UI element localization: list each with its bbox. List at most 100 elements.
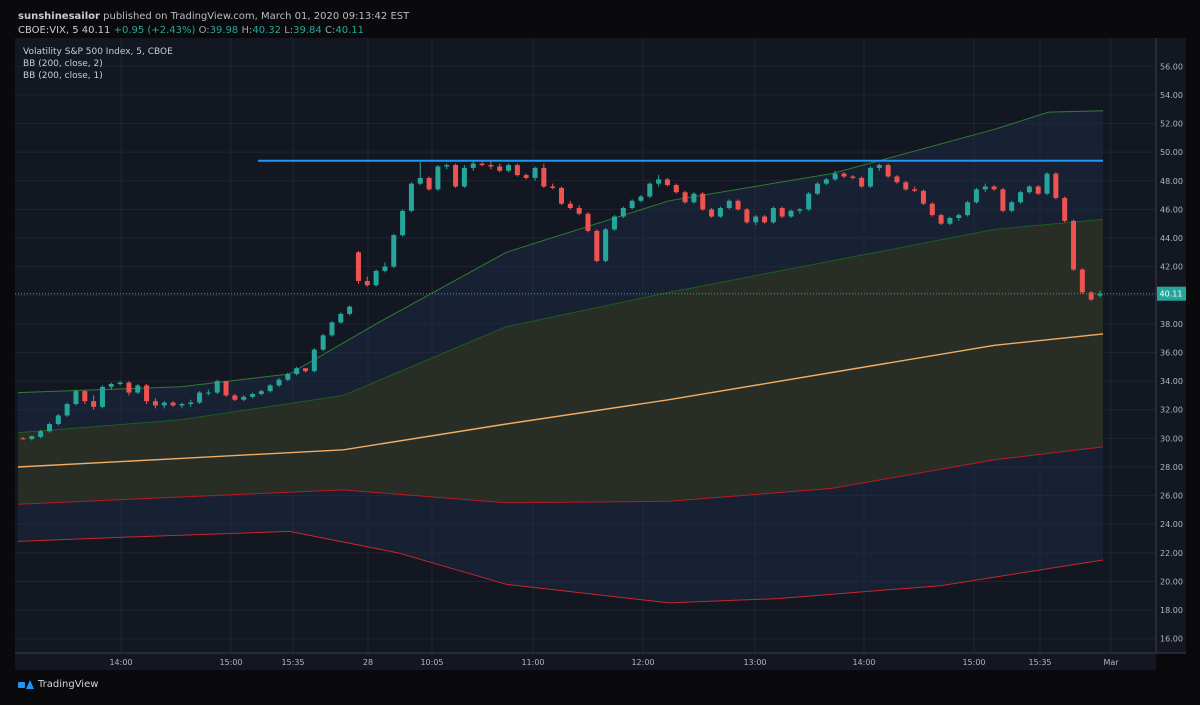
candle-body-103	[929, 203, 935, 216]
candle-body-69	[629, 200, 635, 208]
candle-16	[161, 401, 167, 409]
candle-86	[779, 206, 785, 218]
y-tick-9: 38.00	[1160, 320, 1183, 329]
author-name[interactable]: sunshinesailor	[18, 11, 100, 22]
y-tick-1: 54.00	[1160, 91, 1183, 100]
candle-78	[709, 207, 715, 218]
y-tick-14: 28.00	[1160, 463, 1183, 472]
candle-body-85	[770, 207, 776, 223]
time-scale[interactable]	[15, 653, 1156, 670]
candle-body-73	[664, 179, 670, 186]
candle-36	[338, 312, 344, 324]
candle-body-8	[91, 401, 97, 407]
candle-4	[55, 414, 61, 426]
candle-72	[656, 175, 662, 187]
candle-body-92	[832, 173, 838, 180]
candle-70	[638, 195, 644, 203]
candle-117	[1053, 172, 1059, 200]
legend-bb-1[interactable]: BB (200, close, 1)	[23, 71, 103, 81]
candle-53	[488, 160, 494, 170]
close-value: 40.11	[335, 25, 364, 36]
x-tick-8: 14:00	[852, 658, 875, 667]
candle-body-9	[99, 386, 105, 407]
candle-58	[532, 166, 538, 181]
candle-body-35	[329, 322, 335, 336]
candle-46	[426, 176, 432, 191]
candle-body-90	[815, 183, 821, 194]
candle-84	[762, 215, 768, 224]
candle-body-74	[673, 185, 679, 193]
candle-body-115	[1035, 186, 1041, 194]
x-tick-4: 10:05	[420, 658, 443, 667]
candle-13	[135, 383, 141, 394]
candle-body-42	[391, 235, 397, 267]
candle-body-40	[373, 270, 379, 286]
candle-body-64	[585, 213, 591, 231]
y-tick-12: 32.00	[1160, 406, 1183, 415]
candle-body-104	[938, 215, 944, 224]
candle-24	[232, 393, 238, 402]
candle-59	[541, 163, 547, 188]
candle-103	[929, 202, 935, 217]
price-scale[interactable]	[1156, 38, 1186, 653]
candle-106	[956, 213, 962, 221]
candle-body-121	[1088, 292, 1094, 300]
candle-body-68	[620, 207, 626, 217]
candle-body-67	[611, 216, 617, 230]
candle-108	[973, 187, 979, 204]
high-value: 40.32	[252, 25, 282, 36]
candle-90	[815, 182, 821, 196]
candle-43	[400, 209, 406, 237]
candle-body-58	[532, 167, 538, 178]
y-tick-4: 48.00	[1160, 177, 1183, 186]
candle-99	[894, 175, 900, 184]
candle-122	[1097, 290, 1103, 298]
candle-54	[497, 163, 503, 173]
candle-body-11	[117, 382, 123, 384]
last-price-marker: 40.11	[1157, 286, 1186, 301]
candle-body-32	[302, 368, 308, 372]
candle-29	[276, 378, 282, 387]
candle-body-96	[867, 167, 873, 187]
candle-50	[461, 165, 467, 188]
candle-89	[806, 192, 812, 211]
candle-body-52	[479, 163, 485, 166]
candle-34	[320, 333, 326, 352]
ohlc-line: CBOE:VIX, 5 40.11 +0.95 (+2.43%) O:39.98…	[18, 24, 409, 38]
candle-115	[1035, 185, 1041, 196]
x-tick-5: 11:00	[521, 658, 544, 667]
chart-header: sunshinesailor published on TradingView.…	[18, 10, 409, 38]
candle-body-29	[276, 379, 282, 386]
candle-20	[197, 391, 203, 405]
bb2-lower-line	[17, 530, 1104, 604]
x-tick-3: 28	[363, 658, 373, 667]
candle-51	[470, 160, 476, 171]
candle-body-81	[735, 200, 741, 210]
x-tick-0: 14:00	[109, 658, 132, 667]
candle-body-26	[250, 393, 256, 397]
candle-body-62	[567, 203, 573, 208]
candle-body-50	[461, 167, 467, 187]
candle-57	[523, 173, 529, 180]
legend-series-title[interactable]: Volatility S&P 500 Index, 5, CBOE	[23, 47, 173, 57]
candle-body-117	[1053, 173, 1059, 198]
candle-body-78	[709, 209, 715, 217]
candle-body-97	[876, 165, 882, 168]
candle-body-87	[788, 210, 794, 217]
footer: TradingView	[18, 679, 98, 690]
candle-body-28	[267, 385, 273, 392]
brand-name[interactable]: TradingView	[38, 679, 99, 690]
candle-body-95	[859, 177, 865, 187]
legend-bb-2[interactable]: BB (200, close, 2)	[23, 59, 103, 69]
candle-74	[673, 183, 679, 194]
candle-body-5	[64, 404, 70, 416]
candle-7	[82, 389, 88, 405]
candle-body-10	[108, 383, 114, 387]
candle-11	[117, 381, 123, 386]
candle-body-30	[285, 373, 291, 380]
y-tick-17: 22.00	[1160, 549, 1183, 558]
candle-121	[1088, 290, 1094, 301]
candle-81	[735, 199, 741, 211]
